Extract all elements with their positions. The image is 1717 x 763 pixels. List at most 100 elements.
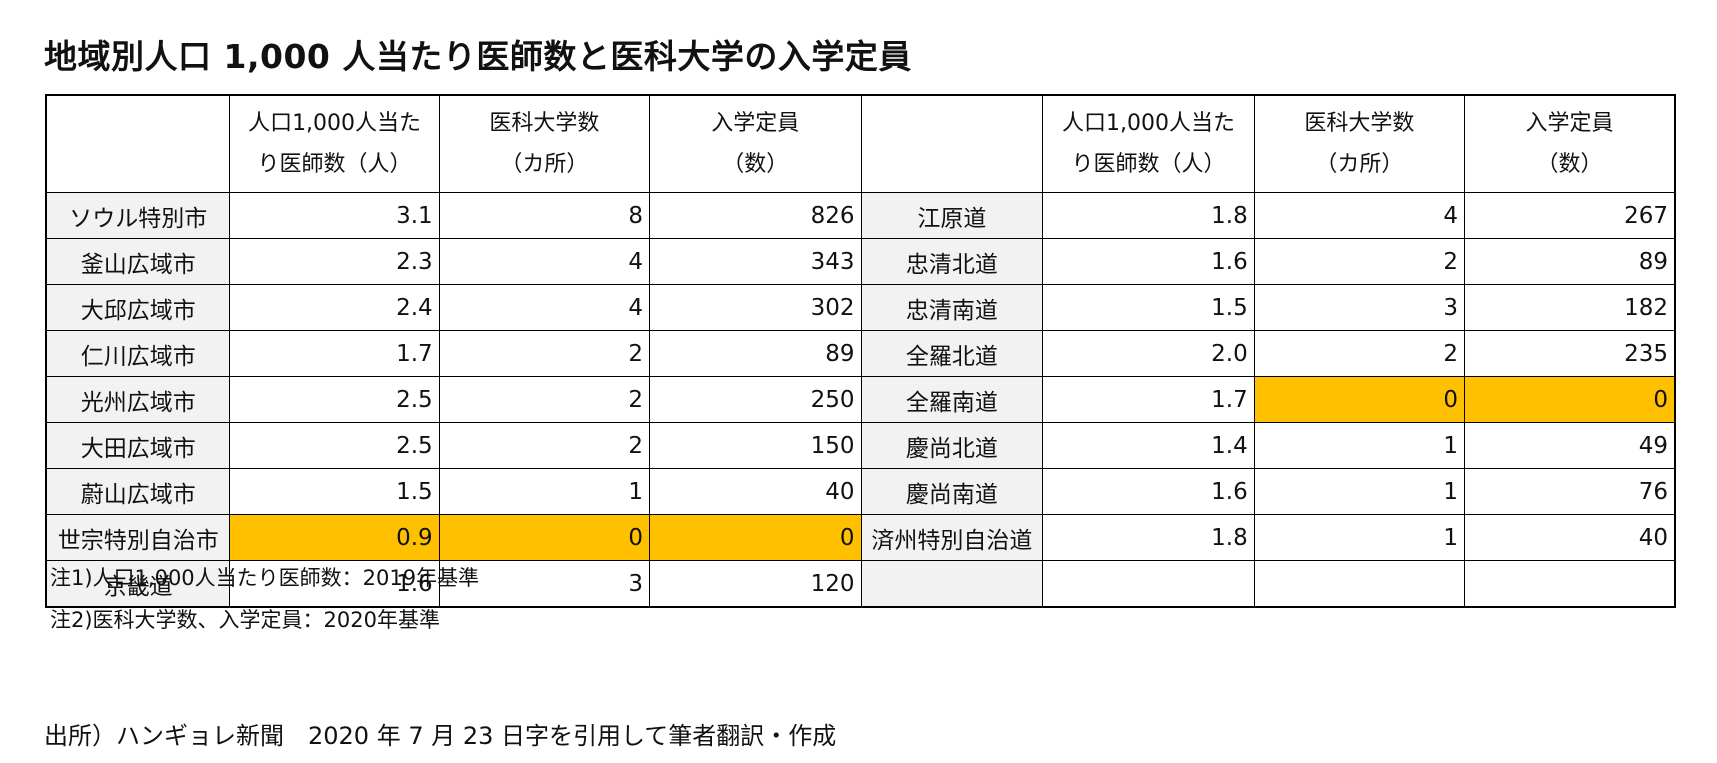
table-row: ソウル特別市 3.1 8 826 江原道 1.8 4 267 xyxy=(45,192,1676,239)
header-row: 人口1,000人当た り医師数（人） 医科大学数 （カ所） 入学定員 （数） 人口1,… xyxy=(45,94,1676,193)
doctors-value: 2.4 xyxy=(229,284,440,331)
doctors-value: 1.5 xyxy=(1042,284,1255,331)
doctors-value: 1.6 xyxy=(229,560,440,608)
universities-value: 0 xyxy=(438,514,651,561)
quota-value: 0 xyxy=(1464,376,1676,423)
doctors-value: 1.8 xyxy=(1042,514,1255,561)
universities-value: 1 xyxy=(1253,468,1466,515)
region-name xyxy=(860,560,1044,608)
table-row: 大田広域市 2.5 2 150 慶尚北道 1.4 1 49 xyxy=(45,422,1676,469)
header-doctors-line1: 人口1,000人当た xyxy=(248,111,422,136)
table-row: 仁川広域市 1.7 2 89 全羅北道 2.0 2 235 xyxy=(45,330,1676,377)
universities-value: 2 xyxy=(438,376,651,423)
doctors-value xyxy=(1042,560,1255,608)
region-name: 蔚山広域市 xyxy=(45,468,231,515)
quota-value: 343 xyxy=(649,238,862,285)
quota-value: 302 xyxy=(649,284,862,331)
universities-value: 8 xyxy=(438,192,651,239)
source-text: 出所）ハンギョレ新聞 2020 年 7 月 23 日字を引用して筆者翻訳・作成 xyxy=(44,722,837,750)
region-name: 全羅北道 xyxy=(860,330,1044,377)
region-name: 済州特別自治道 xyxy=(860,514,1044,561)
doctors-value: 1.4 xyxy=(1042,422,1255,469)
header-doctors-line2: り医師数（人） xyxy=(1071,152,1226,177)
universities-value: 3 xyxy=(1253,284,1466,331)
region-name: 忠清南道 xyxy=(860,284,1044,331)
universities-value: 1 xyxy=(1253,422,1466,469)
header-universities-line1: 医科大学数 xyxy=(489,111,600,136)
quota-value: 267 xyxy=(1464,192,1676,239)
header-quota-left: 入学定員 （数） xyxy=(649,94,862,193)
quota-value: 826 xyxy=(649,192,862,239)
note-1: 注1)人口1,000人当たり医師数：2019年基準 xyxy=(50,566,480,590)
region-name: 慶尚南道 xyxy=(860,468,1044,515)
header-quota-line2: （数） xyxy=(722,152,789,177)
doctors-value: 1.7 xyxy=(229,330,440,377)
table-row: 光州広域市 2.5 2 250 全羅南道 1.7 0 0 xyxy=(45,376,1676,423)
universities-value: 0 xyxy=(1253,376,1466,423)
doctors-value: 1.5 xyxy=(229,468,440,515)
universities-value xyxy=(1253,560,1466,608)
universities-value: 2 xyxy=(1253,330,1466,377)
universities-value: 1 xyxy=(438,468,651,515)
region-name: 仁川広域市 xyxy=(45,330,231,377)
universities-value: 2 xyxy=(438,330,651,377)
quota-value: 40 xyxy=(649,468,862,515)
header-universities-right: 医科大学数 （カ所） xyxy=(1253,94,1466,193)
quota-value: 0 xyxy=(649,514,862,561)
header-universities-line1: 医科大学数 xyxy=(1304,111,1415,136)
region-name: 釜山広域市 xyxy=(45,238,231,285)
universities-value: 4 xyxy=(1253,192,1466,239)
quota-value: 40 xyxy=(1464,514,1676,561)
table-row: 京畿道 1.6 3 120 xyxy=(45,560,1676,608)
region-name: 全羅南道 xyxy=(860,376,1044,423)
doctors-value: 1.6 xyxy=(1042,238,1255,285)
note-2: 注2)医科大学数、入学定員：2020年基準 xyxy=(50,608,440,632)
header-quota-line1: 入学定員 xyxy=(711,111,800,136)
header-doctors-line2: り医師数（人） xyxy=(257,152,412,177)
header-universities-line2: （カ所） xyxy=(500,152,589,177)
region-name: 大邱広域市 xyxy=(45,284,231,331)
quota-value: 250 xyxy=(649,376,862,423)
quota-value: 89 xyxy=(649,330,862,377)
table-body: 人口1,000人当た り医師数（人） 医科大学数 （カ所） 入学定員 （数） 人口1,… xyxy=(45,94,1676,608)
header-doctors-left: 人口1,000人当た り医師数（人） xyxy=(229,94,440,193)
doctors-value: 0.9 xyxy=(229,514,440,561)
doctors-value: 2.5 xyxy=(229,422,440,469)
doctors-value: 1.6 xyxy=(1042,468,1255,515)
universities-value: 3 xyxy=(438,560,651,608)
quota-value: 235 xyxy=(1464,330,1676,377)
universities-value: 1 xyxy=(1253,514,1466,561)
region-name: 京畿道 xyxy=(45,560,231,608)
region-name: 光州広域市 xyxy=(45,376,231,423)
table-row: 世宗特別自治市 0.9 0 0 済州特別自治道 1.8 1 40 xyxy=(45,514,1676,561)
doctors-value: 1.7 xyxy=(1042,376,1255,423)
region-name: 世宗特別自治市 xyxy=(45,514,231,561)
quota-value: 76 xyxy=(1464,468,1676,515)
doctors-value: 2.0 xyxy=(1042,330,1255,377)
universities-value: 2 xyxy=(438,422,651,469)
header-doctors-right: 人口1,000人当た り医師数（人） xyxy=(1042,94,1255,193)
quota-value: 182 xyxy=(1464,284,1676,331)
region-name: ソウル特別市 xyxy=(45,192,231,239)
header-corner-left xyxy=(45,94,231,193)
header-quota-right: 入学定員 （数） xyxy=(1464,94,1676,193)
region-name: 大田広域市 xyxy=(45,422,231,469)
doctors-value: 3.1 xyxy=(229,192,440,239)
data-table: 人口1,000人当た り医師数（人） 医科大学数 （カ所） 入学定員 （数） 人口1,… xyxy=(45,94,1676,608)
doctors-value: 2.3 xyxy=(229,238,440,285)
universities-value: 4 xyxy=(438,238,651,285)
quota-value: 89 xyxy=(1464,238,1676,285)
doctors-value: 2.5 xyxy=(229,376,440,423)
region-name: 慶尚北道 xyxy=(860,422,1044,469)
region-name: 忠清北道 xyxy=(860,238,1044,285)
header-universities-line2: （カ所） xyxy=(1315,152,1404,177)
region-name: 江原道 xyxy=(860,192,1044,239)
table-row: 大邱広域市 2.4 4 302 忠清南道 1.5 3 182 xyxy=(45,284,1676,331)
quota-value xyxy=(1464,560,1676,608)
table-row: 釜山広域市 2.3 4 343 忠清北道 1.6 2 89 xyxy=(45,238,1676,285)
universities-value: 2 xyxy=(1253,238,1466,285)
header-doctors-line1: 人口1,000人当た xyxy=(1061,111,1235,136)
header-universities-left: 医科大学数 （カ所） xyxy=(438,94,651,193)
quota-value: 150 xyxy=(649,422,862,469)
table-title: 地域別人口 1,000 人当たり医師数と医科大学の入学定員 xyxy=(44,37,912,76)
